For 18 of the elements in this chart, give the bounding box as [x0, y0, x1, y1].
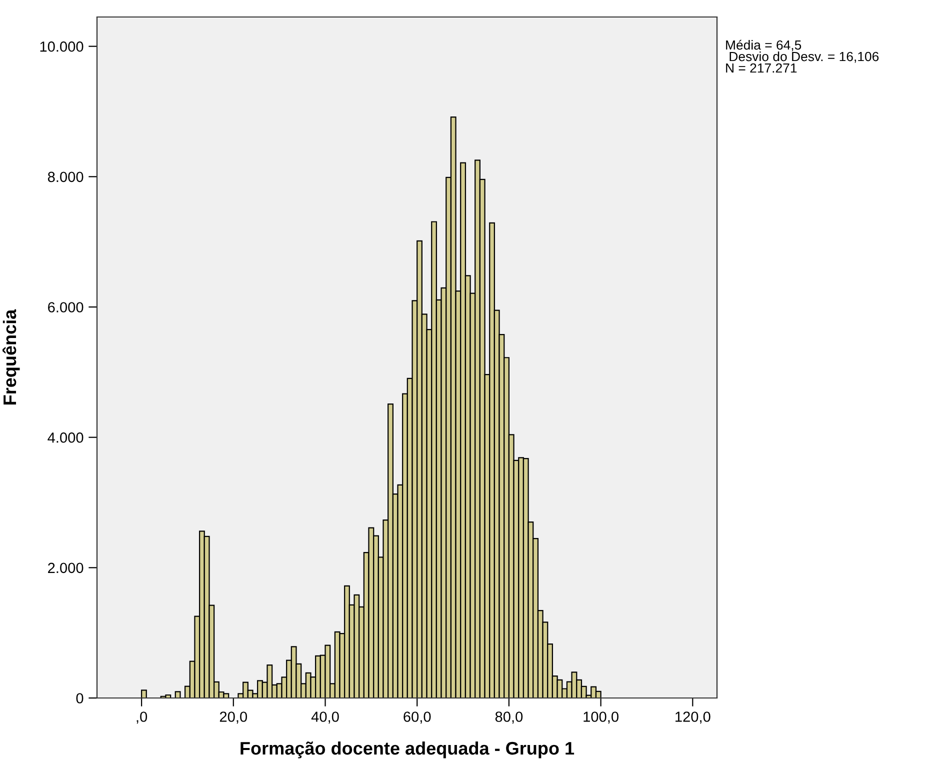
x-tick-label: 60,0 [404, 712, 431, 724]
y-tick-label: 6.000 [48, 302, 84, 312]
x-tick-label: 40,0 [311, 712, 339, 724]
x-tick-label: 80,0 [495, 712, 523, 724]
y-axis-title: Frequência [2, 309, 20, 404]
x-tick-label: 100,0 [584, 712, 618, 724]
y-tick-label: 2.000 [48, 562, 84, 574]
y-tick-label: 8.000 [48, 172, 84, 182]
x-tick-label: 120,0 [676, 712, 710, 724]
y-tick-label: 4.000 [48, 432, 84, 443]
x-axis-title: Formação docente adequada - Grupo 1 [240, 741, 574, 758]
y-tick-label: 10.000 [40, 41, 84, 52]
text: Desvio do Desv. = 16,106 [730, 52, 879, 63]
x-tick-label: 20,0 [220, 712, 248, 724]
text: Média = 64,5 [726, 40, 802, 52]
x-tick-label: ,0 [136, 712, 148, 724]
y-tick-label: 0 [76, 693, 84, 704]
text: N = 217.271 [726, 63, 797, 73]
